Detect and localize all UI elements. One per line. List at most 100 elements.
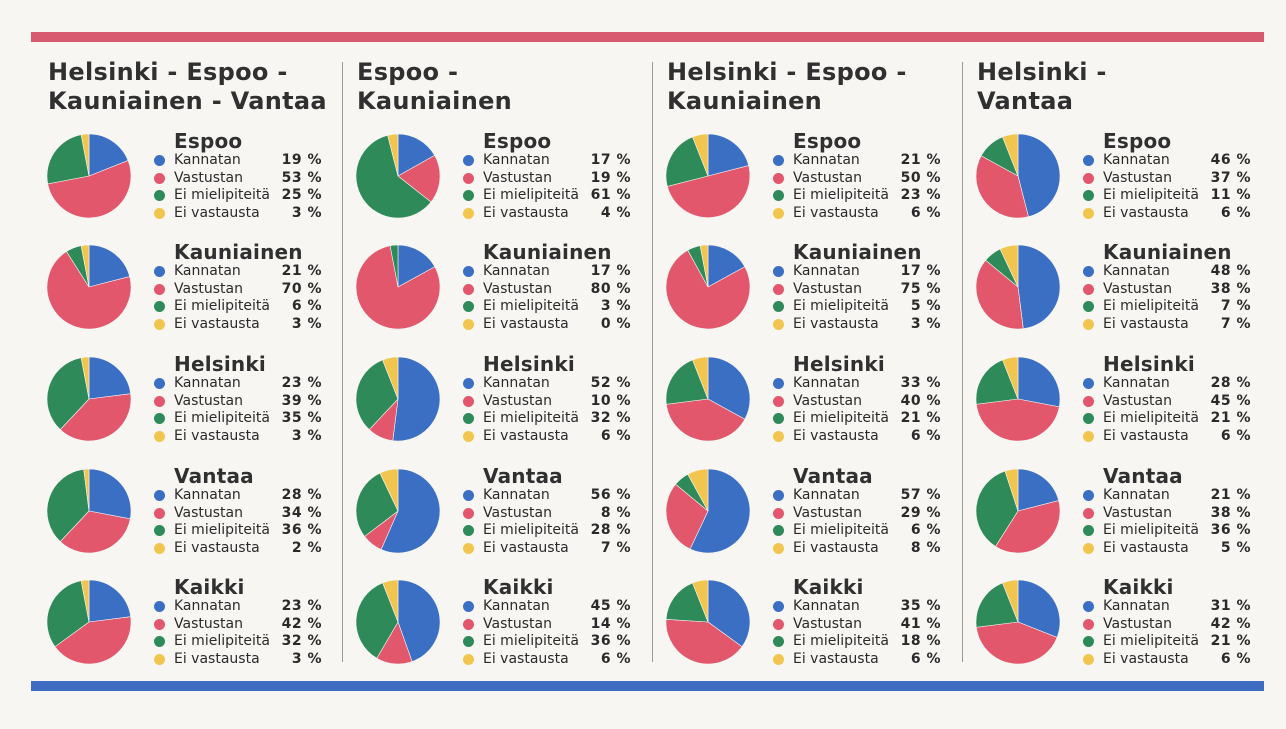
legend-rows: Kannatan 56 % Vastustan 8 % Ei mielipiteitä 2… bbox=[461, 487, 631, 557]
percent-value: 21 % bbox=[1210, 487, 1251, 503]
pie-slice-ei-vastausta bbox=[699, 244, 709, 288]
legend-dot-icon bbox=[1083, 155, 1094, 166]
legend-dot-icon bbox=[773, 301, 784, 312]
legend-label: Ei mielipiteitä bbox=[1103, 410, 1199, 426]
pie-slice-ei-vastausta bbox=[80, 133, 90, 177]
legend-label: Kannatan bbox=[793, 152, 860, 168]
legend-rows: Kannatan 19 % Vastustan 53 % Ei mielipiteitä… bbox=[152, 152, 322, 222]
legend-row-vastustan: Vastustan 37 % bbox=[1081, 170, 1251, 188]
legend-row-ei-vastausta: Ei vastausta 5 % bbox=[1081, 540, 1251, 558]
percent-value: 23 % bbox=[281, 375, 322, 391]
legend-label: Ei mielipiteitä bbox=[483, 298, 579, 314]
legend-dot-icon bbox=[1083, 413, 1094, 424]
percent-value: 48 % bbox=[1210, 263, 1251, 279]
legend-label: Ei vastausta bbox=[1103, 315, 1189, 332]
pie-slice-vastustan bbox=[665, 619, 743, 665]
legend-label: Ei vastausta bbox=[483, 539, 569, 556]
legend-row-vastustan: Vastustan 38 % bbox=[1081, 281, 1251, 299]
pie-slice-ei-mielipiteita bbox=[975, 582, 1019, 628]
pie-slice-kannatan bbox=[707, 244, 746, 288]
legend-row-kannatan: Kannatan 46 % bbox=[1081, 152, 1251, 170]
legend-dot-icon bbox=[1083, 653, 1094, 665]
pie-chart bbox=[663, 577, 753, 667]
legend-dot-icon bbox=[1083, 601, 1094, 612]
legend-label: Kannatan bbox=[483, 598, 550, 614]
column-title: Helsinki - Vantaa bbox=[977, 58, 1107, 115]
legend-dot-icon bbox=[463, 283, 474, 295]
pie-svg bbox=[46, 244, 132, 330]
legend-label: Ei vastausta bbox=[1103, 539, 1189, 556]
column-divider bbox=[962, 62, 963, 662]
legend-label: Vastustan bbox=[1103, 392, 1172, 409]
legend-row-ei-mielipiteita: Ei mielipiteitä 32 % bbox=[461, 410, 631, 428]
city-name: Kauniainen bbox=[174, 240, 303, 264]
pie-slice-vastustan bbox=[47, 160, 132, 219]
pie-slice-kannatan bbox=[689, 468, 751, 554]
legend-row-kannatan: Kannatan 17 % bbox=[461, 152, 631, 170]
legend-rows: Kannatan 28 % Vastustan 34 % Ei mielipiteitä… bbox=[152, 487, 322, 557]
legend-dot-icon bbox=[463, 190, 474, 201]
percent-value: 18 % bbox=[900, 633, 941, 649]
pie-slice-ei-vastausta bbox=[382, 356, 399, 400]
percent-value: 6 % bbox=[910, 522, 941, 538]
legend-dot-icon bbox=[773, 618, 784, 630]
legend-label: Ei vastausta bbox=[483, 427, 569, 444]
legend-label: Vastustan bbox=[793, 392, 862, 409]
percent-value: 42 % bbox=[1210, 615, 1251, 632]
legend-dot-icon bbox=[463, 207, 474, 219]
bottom-color-bar bbox=[31, 681, 1264, 691]
legend-row-kannatan: Kannatan 33 % bbox=[771, 375, 941, 393]
pie-slice-kannatan bbox=[1017, 244, 1061, 330]
percent-value: 32 % bbox=[590, 410, 631, 426]
legend-label: Ei mielipiteitä bbox=[793, 410, 889, 426]
legend-dot-icon bbox=[773, 378, 784, 389]
percent-value: 34 % bbox=[281, 504, 322, 521]
city-name: Espoo bbox=[793, 129, 862, 153]
legend-label: Vastustan bbox=[174, 169, 243, 186]
legend-dot-icon bbox=[1083, 395, 1094, 407]
legend-dot-icon bbox=[1083, 490, 1094, 501]
legend-row-ei-vastausta: Ei vastausta 8 % bbox=[771, 540, 941, 558]
pie-svg bbox=[975, 468, 1061, 554]
percent-value: 31 % bbox=[1210, 598, 1251, 614]
legend-row-ei-mielipiteita: Ei mielipiteitä 6 % bbox=[771, 522, 941, 540]
pie-slice-ei-vastausta bbox=[1004, 468, 1019, 512]
pie-chart bbox=[353, 131, 443, 221]
legend-label: Vastustan bbox=[174, 504, 243, 521]
pie-slice-ei-vastausta bbox=[692, 133, 709, 177]
legend-label: Ei vastausta bbox=[174, 650, 260, 667]
legend-dot-icon bbox=[1083, 190, 1094, 201]
legend-dot-icon bbox=[463, 618, 474, 630]
city-name: Vantaa bbox=[483, 464, 563, 488]
percent-value: 17 % bbox=[590, 152, 631, 168]
pie-slice-vastustan bbox=[666, 165, 751, 218]
legend-dot-icon bbox=[1083, 283, 1094, 295]
legend-label: Kannatan bbox=[1103, 263, 1170, 279]
pie-slice-kannatan bbox=[397, 579, 441, 662]
legend-row-kannatan: Kannatan 28 % bbox=[152, 487, 322, 505]
legend-rows: Kannatan 48 % Vastustan 38 % Ei mielipiteitä… bbox=[1081, 263, 1251, 333]
legend-row-ei-vastausta: Ei vastausta 3 % bbox=[152, 428, 322, 446]
legend-label: Ei mielipiteitä bbox=[1103, 187, 1199, 203]
legend-rows: Kannatan 33 % Vastustan 40 % Ei mielipiteitä… bbox=[771, 375, 941, 445]
legend-dot-icon bbox=[773, 542, 784, 554]
pie-svg bbox=[665, 133, 751, 218]
legend-row-kannatan: Kannatan 31 % bbox=[1081, 598, 1251, 616]
pie-svg bbox=[665, 579, 751, 665]
legend-dot-icon bbox=[154, 601, 165, 612]
percent-value: 38 % bbox=[1210, 504, 1251, 521]
legend-rows: Kannatan 17 % Vastustan 19 % Ei mielipiteitä… bbox=[461, 152, 631, 222]
legend-dot-icon bbox=[154, 155, 165, 166]
city-name: Vantaa bbox=[1103, 464, 1183, 488]
legend-label: Ei mielipiteitä bbox=[1103, 522, 1199, 538]
pie-slice-kannatan bbox=[88, 579, 132, 623]
city-name: Helsinki bbox=[483, 352, 575, 376]
percent-value: 5 % bbox=[910, 298, 941, 314]
pie-slice-ei-vastausta bbox=[382, 579, 399, 623]
pie-slice-ei-mielipiteita bbox=[46, 357, 90, 431]
pie-block: Kaikki Kannatan 31 % Vastustan 42 % Ei mielip… bbox=[975, 575, 1267, 677]
percent-value: 36 % bbox=[1210, 522, 1251, 538]
legend-dot-icon bbox=[773, 172, 784, 184]
percent-value: 6 % bbox=[600, 650, 631, 667]
legend-row-ei-vastausta: Ei vastausta 2 % bbox=[152, 540, 322, 558]
